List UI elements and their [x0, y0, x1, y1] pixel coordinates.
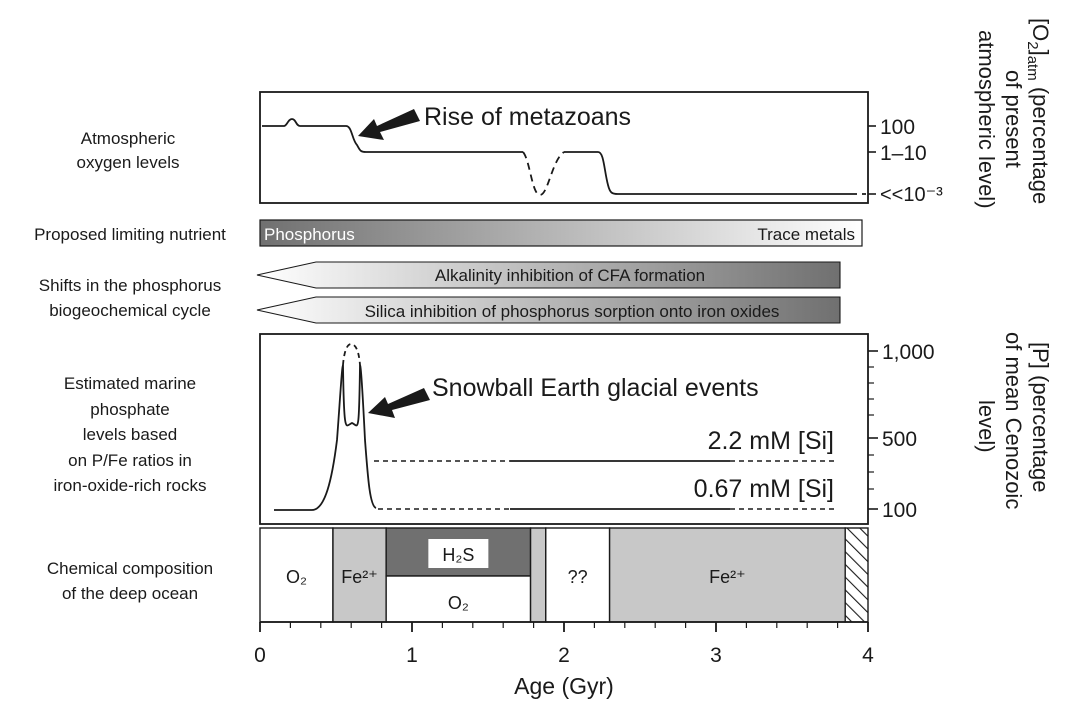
nutrient-gradient [259, 219, 863, 247]
ocean-cell: Fe²⁺ [332, 527, 387, 623]
phosphate-axis-title-line3: level) [974, 400, 999, 453]
cycle-bar-alkalinity-shape [256, 261, 841, 289]
phosphate-right-axis: 1,000 500 100 [868, 341, 935, 522]
row-label-cycle-line1: Shifts in the phosphorus [39, 276, 221, 295]
ocean-cell-label: Fe²⁺ [709, 567, 746, 587]
x-tick-label: 1 [406, 644, 418, 667]
x-tick-label: 4 [862, 644, 874, 667]
phosphate-panel: 2.2 mM [Si] 0.67 mM [Si] Snowball Earth … [259, 333, 935, 525]
x-tick-label: 2 [558, 644, 570, 667]
arrow-rise-of-metazoans [358, 109, 420, 140]
oxygen-axis-title-line1: [O2]atm (percentage [1024, 18, 1053, 204]
annotation-snowball-earth: Snowball Earth glacial events [432, 374, 759, 402]
ocean-cell-rect [545, 527, 611, 623]
arrow-snowball-earth [368, 388, 430, 418]
phosphate-tick-1000: 1,000 [882, 341, 935, 364]
nutrient-right-label: Trace metals [757, 225, 855, 244]
nutrient-left-label: Phosphorus [264, 225, 355, 244]
row-label-cycle: Shifts in the phosphorus biogeochemical … [39, 276, 221, 320]
row-label-phosphate-line1: Estimated marine [64, 374, 196, 393]
ocean-cell [844, 527, 869, 623]
row-label-ocean-line2: of the deep ocean [62, 584, 198, 603]
row-label-phosphate-line5: iron-oxide-rich rocks [53, 476, 206, 495]
ocean-cell-label-box [428, 539, 489, 568]
oxygen-panel: Rise of metazoans 100 1–10 <<10⁻³ [259, 91, 943, 206]
annotation-si-low: 0.67 mM [Si] [694, 475, 834, 503]
row-label-phosphate: Estimated marine phosphate levels based … [53, 374, 206, 495]
phosphate-curve-outer [274, 364, 377, 511]
row-label-phosphate-line2: phosphate [90, 400, 169, 419]
ocean-cell-label: Fe²⁺ [341, 567, 378, 587]
ocean-cell-label: O₂ [286, 567, 307, 587]
ocean-cell-label: ?? [568, 567, 588, 587]
phosphate-axis-title: [P] (percentage of mean Cenozoic level) [974, 332, 1053, 509]
x-tick-label: 0 [254, 644, 266, 667]
row-label-oxygen-line2: oxygen levels [76, 153, 179, 172]
ocean-cell-label-bottom: O₂ [448, 593, 469, 613]
ocean-cell: Fe²⁺ [608, 527, 846, 623]
phosphate-panel-frame [259, 333, 869, 525]
oxygen-right-axis: 100 1–10 <<10⁻³ [868, 116, 943, 206]
ocean-cell-label-top: H₂S [442, 545, 474, 565]
cycle-bar-silica-shape [256, 296, 841, 324]
ocean-cell: ?? [545, 527, 611, 623]
phosphate-curve-inner [342, 364, 361, 427]
row-label-oxygen: Atmospheric oxygen levels [76, 129, 179, 172]
ocean-cell: O₂ [259, 527, 334, 623]
row-label-cycle-line2: biogeochemical cycle [49, 301, 211, 320]
annotation-rise-of-metazoans: Rise of metazoans [424, 103, 631, 131]
row-label-nutrient: Proposed limiting nutrient [34, 225, 226, 244]
oxygen-axis-title-line3: atmospheric level) [974, 30, 999, 209]
oxygen-tick-100: 100 [880, 116, 915, 139]
cycle-bar-alkalinity-label: Alkalinity inhibition of CFA formation [435, 266, 705, 285]
oxygen-axis-title-line2: of present [1001, 70, 1026, 168]
oxygen-curve [262, 118, 850, 195]
row-label-phosphate-line4: on P/Fe ratios in [68, 451, 192, 470]
x-axis-label: Age (Gyr) [514, 673, 614, 699]
oxygen-curve-dashed [522, 151, 866, 196]
x-axis: 0 1 2 3 4 Age (Gyr) [254, 621, 874, 699]
row-label-phosphate-line3: levels based [83, 425, 178, 444]
row-label-ocean: Chemical composition of the deep ocean [47, 559, 213, 603]
oxygen-axis-title: [O2]atm (percentage of present atmospher… [974, 18, 1053, 209]
phosphate-tick-500: 500 [882, 428, 917, 451]
oxygen-panel-frame [259, 91, 869, 204]
ocean-cell-rect [844, 527, 869, 623]
cycle-bar-alkalinity: Alkalinity inhibition of CFA formation [256, 261, 841, 289]
ocean-cell-rect [259, 527, 334, 623]
cycle-bar-silica: Silica inhibition of phosphorus sorption… [256, 296, 841, 324]
ocean-cell-rect [529, 527, 547, 623]
phosphate-axis-title-line1: [P] (percentage [1028, 342, 1053, 492]
phosphate-axis-title-line2: of mean Cenozoic [1001, 332, 1026, 509]
annotation-si-high: 2.2 mM [Si] [708, 427, 834, 455]
nutrient-bar: Phosphorus Trace metals [259, 219, 863, 247]
row-label-ocean-line1: Chemical composition [47, 559, 213, 578]
phosphate-tick-100: 100 [882, 499, 917, 522]
ocean-cell-rect [608, 527, 846, 623]
ocean-cell: H₂S O₂ [385, 527, 532, 623]
ocean-composition-panel: O₂ Fe²⁺ H₂S O₂?? Fe²⁺ [259, 527, 869, 623]
x-axis-ticks: 0 1 2 3 4 [254, 622, 874, 667]
x-tick-label: 3 [710, 644, 722, 667]
ocean-cell [529, 527, 547, 623]
phosphate-peak-dashed [342, 343, 361, 366]
oxygen-tick-low: <<10⁻³ [880, 184, 943, 206]
oxygen-tick-1-10: 1–10 [880, 142, 927, 165]
row-label-oxygen-line1: Atmospheric [81, 129, 176, 148]
cycle-bar-silica-label: Silica inhibition of phosphorus sorption… [365, 302, 780, 321]
